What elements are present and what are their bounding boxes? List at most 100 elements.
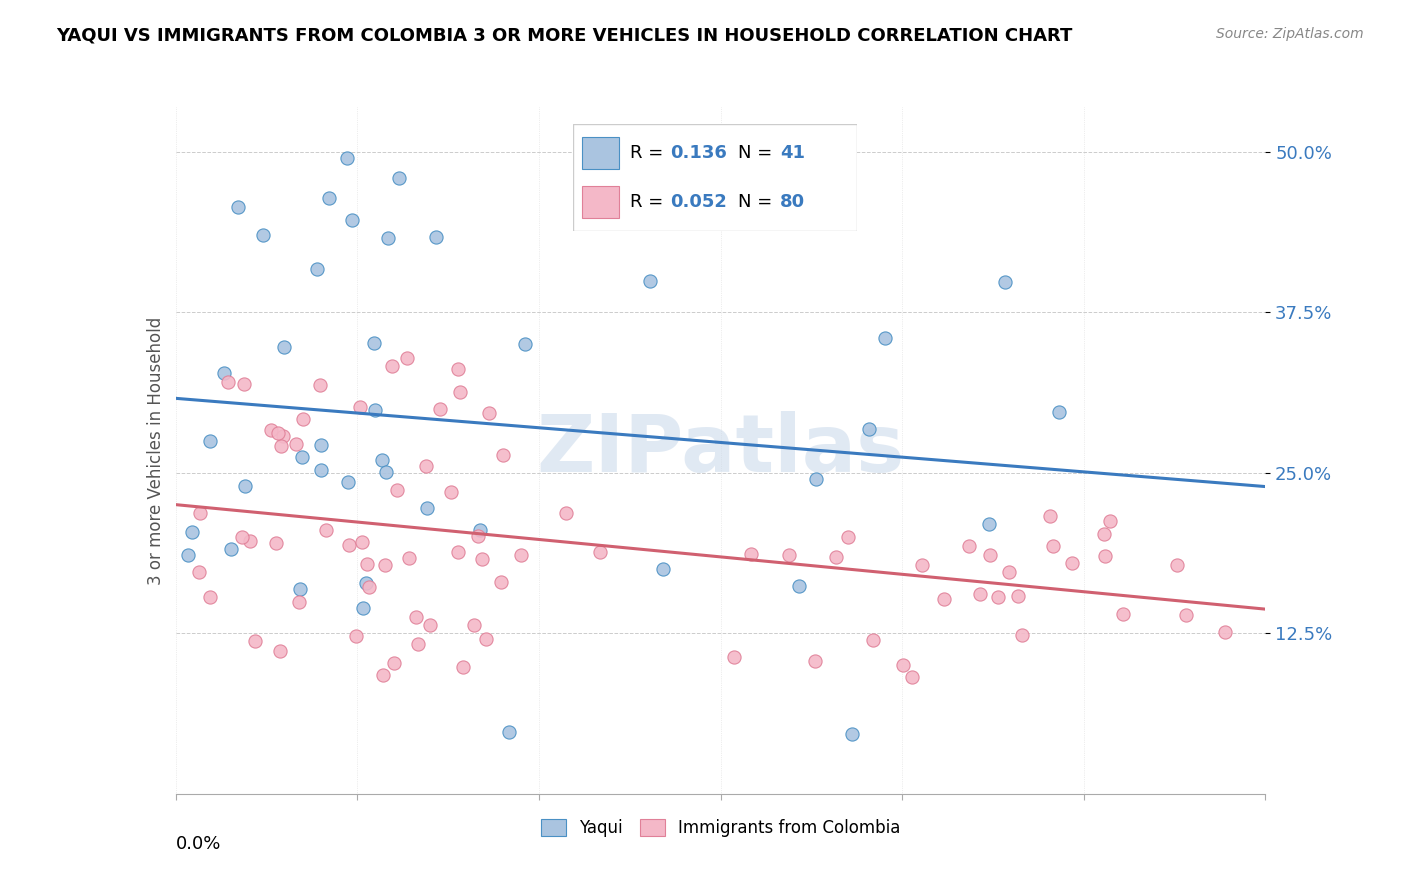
Point [447,544,470,558]
Point [305,261,328,276]
Point [266,425,288,440]
Point [467,529,489,543]
Point [377,231,399,245]
Point [1042,539,1064,553]
Point [513,336,536,351]
Point [804,471,827,485]
Point [363,336,385,351]
Point [235,479,257,493]
Point [352,601,374,615]
Point [1175,607,1198,622]
Point [243,633,266,648]
Point [1062,556,1084,570]
Point [239,533,262,548]
Point [212,366,235,380]
Point [270,440,292,454]
Point [419,618,441,632]
Point [449,385,471,400]
Point [979,549,1001,563]
Point [498,725,520,739]
Point [354,575,377,590]
Point [1039,509,1062,524]
Point [344,629,367,643]
Point [957,539,980,553]
Point [638,274,661,288]
Point [891,658,914,673]
Point [1213,625,1236,640]
Point [217,375,239,389]
Point [997,565,1019,579]
Point [1007,590,1029,604]
Point [349,401,371,415]
Point [451,660,474,674]
Point [266,535,288,549]
Point [188,506,211,520]
Point [315,523,337,537]
Point [1166,558,1188,573]
Text: Source: ZipAtlas.com: Source: ZipAtlas.com [1216,27,1364,41]
Point [336,151,359,165]
Point [176,548,198,562]
Point [382,656,405,670]
Point [291,450,314,465]
Point [273,340,295,354]
Point [232,377,254,392]
Point [373,558,395,572]
Point [291,412,314,426]
Point [260,423,283,437]
Point [318,191,340,205]
Point [489,575,512,590]
Point [475,632,498,647]
Point [824,550,846,565]
Point [285,436,308,450]
Point [901,670,924,684]
Point [994,275,1017,289]
Point [198,434,221,448]
Point [1011,628,1033,642]
Point [288,595,311,609]
Point [740,547,762,561]
Point [875,331,897,345]
Point [463,618,485,632]
Point [337,538,360,552]
Text: 0.0%: 0.0% [176,835,221,853]
Point [723,649,745,664]
Point [231,530,253,544]
Point [269,644,291,658]
Legend: Yaqui, Immigrants from Colombia: Yaqui, Immigrants from Colombia [531,809,910,847]
Point [337,475,360,489]
Text: ZIPatlas: ZIPatlas [537,411,904,490]
Point [429,402,451,417]
Point [388,171,411,186]
Point [778,549,800,563]
Point [979,516,1001,531]
Point [359,580,381,594]
Point [589,544,612,558]
Point [1112,607,1135,622]
Point [415,458,437,473]
Point [492,448,515,462]
Point [252,227,274,242]
Text: YAQUI VS IMMIGRANTS FROM COLOMBIA 3 OR MORE VEHICLES IN HOUSEHOLD CORRELATION CH: YAQUI VS IMMIGRANTS FROM COLOMBIA 3 OR M… [56,27,1073,45]
Point [415,500,437,515]
Point [837,530,859,544]
Point [969,587,991,601]
Point [986,591,1008,605]
Point [478,406,501,420]
Point [510,548,533,562]
Point [396,351,419,366]
Point [447,362,470,376]
Point [356,558,378,572]
Point [288,582,311,597]
Point [352,535,374,549]
Point [554,506,576,520]
Point [342,213,364,227]
Point [1094,549,1116,563]
Point [651,561,673,575]
Point [371,668,394,682]
Y-axis label: 3 or more Vehicles in Household: 3 or more Vehicles in Household [146,317,165,584]
Point [425,230,447,244]
Point [219,541,242,556]
Point [1047,405,1070,419]
Point [804,654,827,668]
